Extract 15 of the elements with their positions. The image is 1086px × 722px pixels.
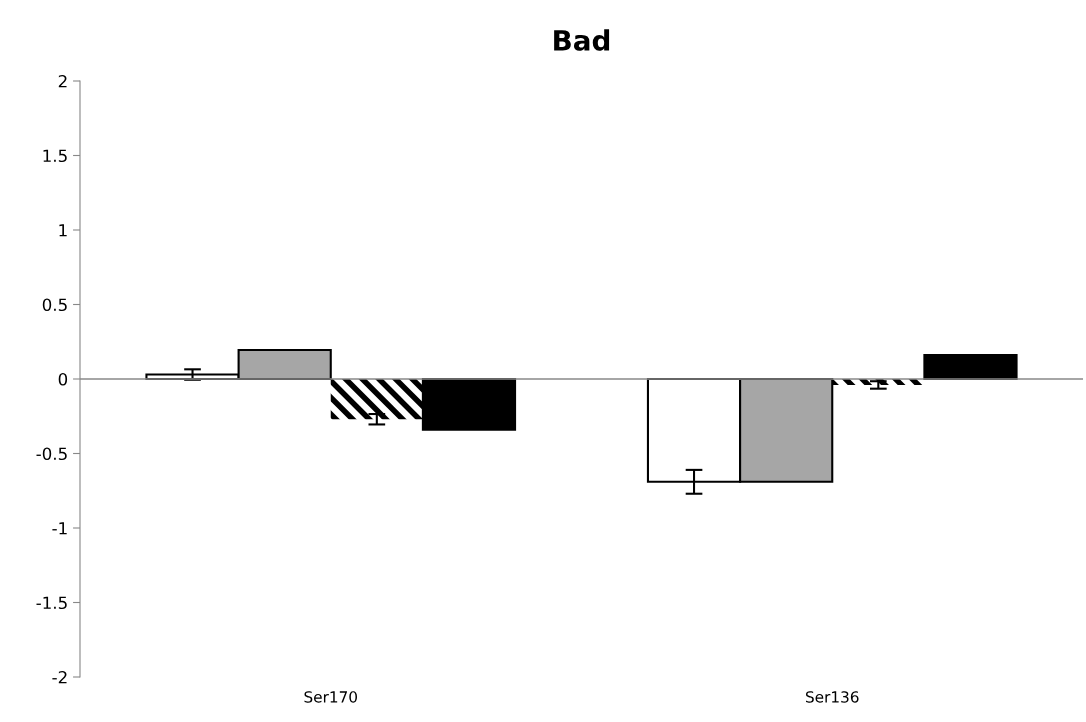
y-tick-label: -1 [52, 522, 67, 535]
chart-title: Bad [554, 29, 610, 51]
y-tick-label: 2 [58, 74, 67, 88]
y-tick-label: -0.5 [36, 447, 67, 461]
y-tick-label: 1.5 [43, 149, 67, 163]
y-tick-label: 1 [59, 224, 67, 237]
x-tick-label: Ser170 [304, 691, 357, 703]
bar [923, 354, 1018, 381]
bar [421, 377, 517, 431]
bar [330, 379, 423, 420]
y-tick-label: 0.5 [42, 298, 67, 312]
x-tick-label: Ser136 [805, 691, 859, 703]
y-tick-label: 0 [58, 372, 68, 386]
y-tick-label: -2 [52, 670, 67, 684]
y-tick-label: -1.5 [36, 596, 67, 610]
